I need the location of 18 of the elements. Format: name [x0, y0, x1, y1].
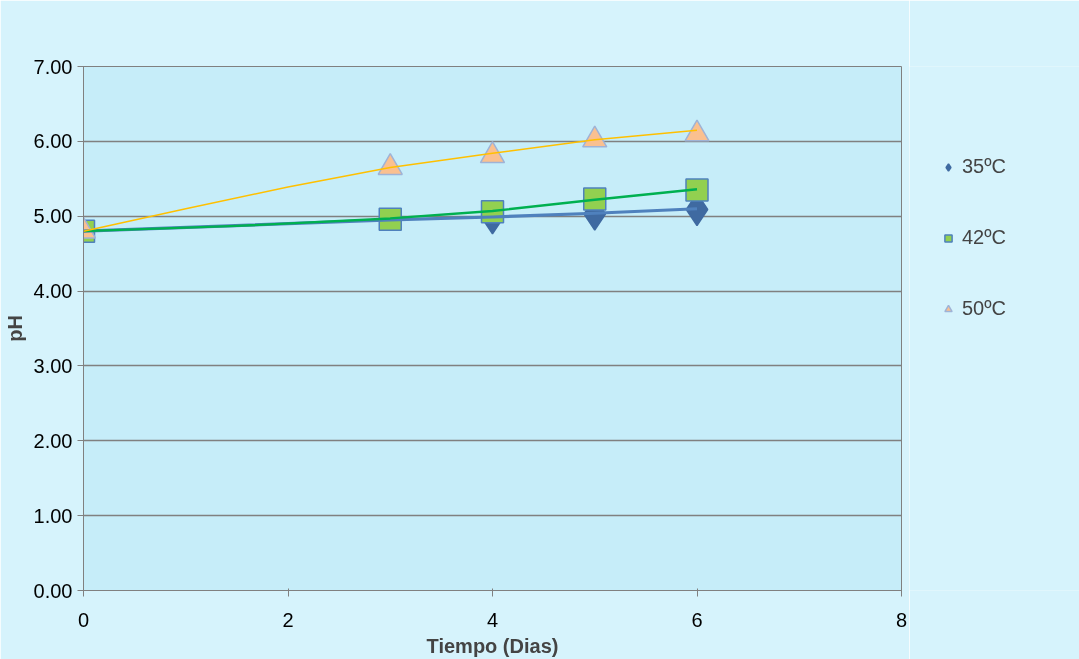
y-tick-label: 4.00	[33, 280, 73, 303]
x-axis-title: Tiempo (Dias)	[426, 634, 559, 657]
legend-label: 42ºC	[962, 226, 1006, 249]
y-tick-label: 2.00	[33, 429, 73, 452]
legend-label: 50ºC	[962, 297, 1006, 320]
x-tick-label: 8	[895, 608, 908, 631]
y-axis-title: pH	[3, 315, 26, 342]
y-tick-label: 3.00	[33, 354, 73, 377]
x-tick-label: 0	[77, 608, 90, 631]
y-tick-label: 7.00	[33, 55, 73, 78]
x-tick-label: 2	[282, 608, 294, 631]
x-tick-label: 4	[486, 608, 499, 631]
x-tick-label: 6	[691, 608, 703, 631]
y-tick-label: 1.00	[33, 504, 73, 527]
y-tick-label: 6.00	[33, 130, 73, 153]
y-tick-label: 5.00	[33, 205, 73, 228]
legend-label: 35ºC	[962, 155, 1006, 178]
y-tick-label: 0.00	[33, 579, 73, 602]
